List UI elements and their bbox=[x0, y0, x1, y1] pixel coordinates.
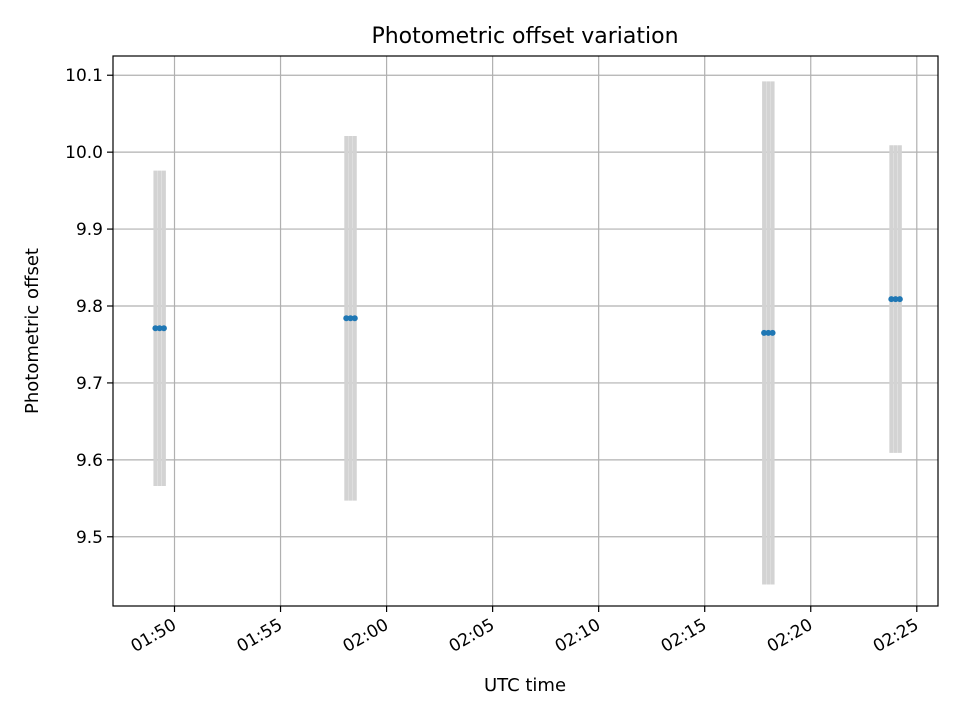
grid bbox=[113, 56, 938, 606]
y-axis-label: Photometric offset bbox=[22, 248, 43, 414]
data-point bbox=[892, 296, 899, 303]
data-point bbox=[769, 329, 776, 336]
data-point bbox=[351, 315, 358, 322]
data-point bbox=[343, 315, 350, 322]
chart-title: Photometric offset variation bbox=[371, 24, 678, 49]
data-point bbox=[156, 325, 163, 332]
data-point bbox=[347, 315, 354, 322]
y-tick-label: 9.7 bbox=[76, 374, 103, 394]
data-points bbox=[152, 296, 903, 336]
y-tick-label: 10.0 bbox=[65, 143, 103, 163]
plot-frame bbox=[112, 55, 939, 607]
y-tick-label: 9.5 bbox=[76, 528, 103, 548]
y-tick-label: 9.8 bbox=[76, 297, 103, 317]
y-tick-label: 10.1 bbox=[65, 66, 103, 86]
data-point bbox=[888, 296, 895, 303]
y-tick-label: 9.9 bbox=[76, 220, 103, 240]
data-point bbox=[152, 325, 159, 332]
data-point bbox=[896, 296, 903, 303]
data-point bbox=[160, 325, 167, 332]
x-axis-label: UTC time bbox=[484, 675, 566, 696]
y-tick-label: 9.6 bbox=[76, 451, 103, 471]
y-axis-ticks: 9.5 9.6 9.7 9.8 9.9 10.0 10.1 bbox=[65, 66, 113, 548]
data-point bbox=[761, 329, 768, 336]
data-point bbox=[765, 329, 772, 336]
